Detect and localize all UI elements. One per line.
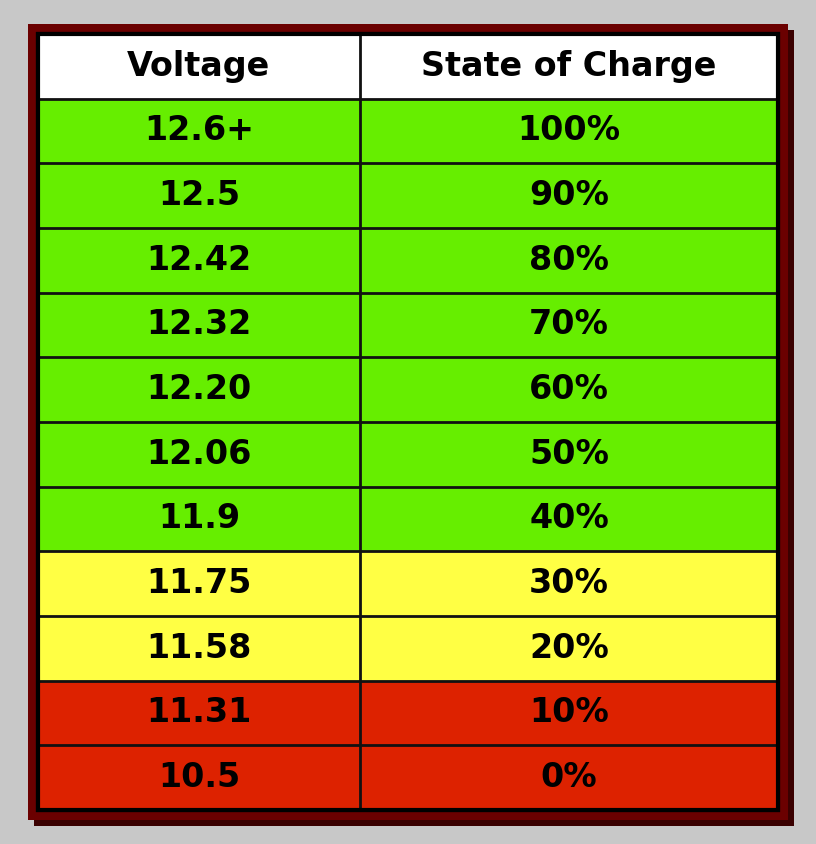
Bar xyxy=(360,551,778,616)
Text: 11.75: 11.75 xyxy=(146,567,251,600)
Bar xyxy=(38,745,360,810)
Bar xyxy=(38,422,360,487)
Text: 0%: 0% xyxy=(541,761,597,794)
Text: 12.06: 12.06 xyxy=(146,438,251,471)
Text: 50%: 50% xyxy=(529,438,609,471)
Text: 11.58: 11.58 xyxy=(146,632,251,665)
Bar xyxy=(360,745,778,810)
Bar xyxy=(38,34,778,99)
Bar xyxy=(38,551,360,616)
Text: 12.32: 12.32 xyxy=(146,309,251,342)
Bar xyxy=(38,487,360,551)
Text: 80%: 80% xyxy=(529,244,609,277)
Bar xyxy=(360,99,778,164)
Text: 12.5: 12.5 xyxy=(157,179,240,212)
Bar xyxy=(38,164,360,228)
Text: 10%: 10% xyxy=(529,696,609,729)
Bar xyxy=(360,487,778,551)
Bar xyxy=(360,293,778,357)
Text: Voltage: Voltage xyxy=(127,50,271,83)
Bar xyxy=(360,228,778,293)
Bar xyxy=(360,680,778,745)
Text: 90%: 90% xyxy=(529,179,609,212)
Bar xyxy=(360,357,778,422)
Bar xyxy=(360,422,778,487)
Bar xyxy=(38,99,360,164)
Bar xyxy=(38,228,360,293)
Text: 11.31: 11.31 xyxy=(146,696,251,729)
Text: 100%: 100% xyxy=(517,115,620,148)
Bar xyxy=(38,357,360,422)
Text: 10.5: 10.5 xyxy=(157,761,240,794)
Text: 12.20: 12.20 xyxy=(146,373,251,406)
Text: 12.6+: 12.6+ xyxy=(144,115,254,148)
Text: 70%: 70% xyxy=(529,309,609,342)
Text: 40%: 40% xyxy=(529,502,609,535)
Bar xyxy=(38,293,360,357)
Bar xyxy=(38,616,360,680)
Text: 30%: 30% xyxy=(529,567,609,600)
Text: 20%: 20% xyxy=(529,632,609,665)
Bar xyxy=(360,164,778,228)
Bar xyxy=(38,680,360,745)
Bar xyxy=(360,616,778,680)
Text: 12.42: 12.42 xyxy=(146,244,251,277)
Text: State of Charge: State of Charge xyxy=(421,50,716,83)
Text: 11.9: 11.9 xyxy=(157,502,240,535)
Text: 60%: 60% xyxy=(529,373,609,406)
